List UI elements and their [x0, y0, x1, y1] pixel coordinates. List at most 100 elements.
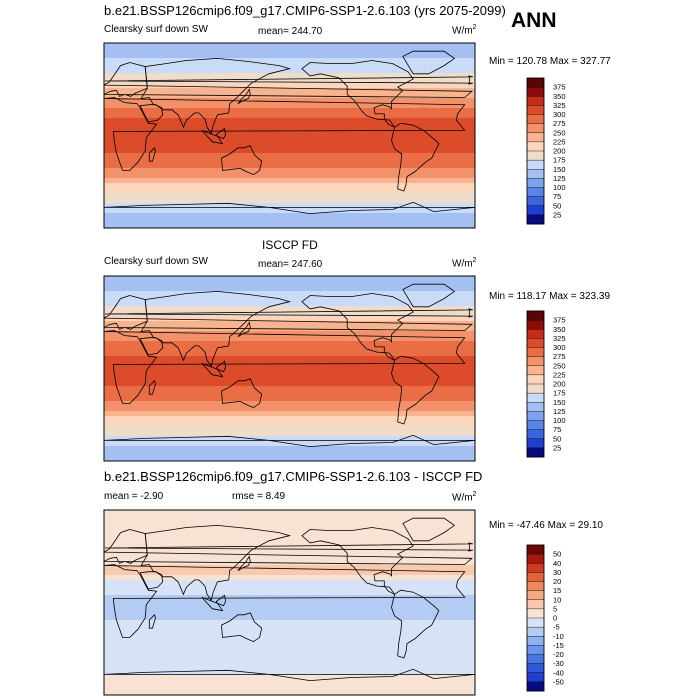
colorbar-swatch	[526, 553, 545, 564]
colorbar-swatch	[526, 672, 545, 683]
colorbar-tick-label: 375	[553, 316, 566, 325]
lat-band	[104, 406, 475, 412]
colorbar-tick-label: 175	[553, 156, 566, 165]
colorbar-tick-label: -10	[553, 632, 564, 641]
lat-band	[104, 321, 475, 327]
lat-band	[104, 660, 475, 666]
colorbar-swatch	[526, 169, 545, 179]
lat-band	[104, 401, 475, 407]
lat-band	[104, 386, 475, 392]
colorbar-swatch	[526, 319, 545, 330]
panel3-rmse: rmse = 8.49	[232, 491, 286, 502]
panel2-title: ISCCP FD	[262, 238, 318, 252]
lat-band	[104, 108, 475, 114]
coastline-8	[104, 201, 475, 215]
colorbar-tick-label: 15	[553, 586, 561, 595]
lat-band	[104, 371, 475, 377]
colorbar-tick-label: 20	[553, 577, 561, 586]
coastline-9	[237, 321, 251, 337]
coastline-5	[301, 60, 414, 128]
lat-band	[104, 645, 475, 651]
colorbar-tick-label: 50	[553, 434, 561, 443]
lat-band	[104, 168, 475, 174]
lat-band	[104, 103, 475, 109]
lat-band	[104, 83, 475, 89]
coastline-3	[139, 571, 164, 590]
lat-band	[104, 640, 475, 646]
coastline-5	[301, 527, 414, 595]
lat-band	[104, 281, 475, 287]
panel3-title: b.e21.BSSP126cmip6.f09_g17.CMIP6-SSP1-2.…	[104, 469, 483, 484]
colorbar-tick-label: 75	[553, 425, 561, 434]
colorbar-swatch	[526, 347, 545, 358]
colorbar-swatch	[526, 392, 545, 403]
lat-band	[104, 63, 475, 69]
coastline-11	[148, 380, 156, 395]
coastline-10	[104, 542, 473, 552]
lat-band	[104, 213, 475, 219]
lat-band	[104, 118, 475, 124]
colorbar-tick-label: -30	[553, 659, 564, 668]
colorbar-tick-label: 5	[553, 604, 557, 613]
map-frame	[103, 42, 476, 229]
colorbar-swatch	[526, 96, 545, 106]
lat-band	[104, 446, 475, 452]
lat-band	[104, 198, 475, 204]
colorbar-tick-label: 150	[553, 165, 566, 174]
lat-band	[104, 173, 475, 179]
colorbar-tick-label: 300	[553, 110, 566, 119]
colorbar-tick-label: 150	[553, 398, 566, 407]
coastline-0	[104, 564, 466, 638]
lat-band	[104, 431, 475, 437]
colorbar-tick-label: 25	[553, 443, 561, 452]
lat-band	[104, 680, 475, 686]
colorbar-swatch	[526, 365, 545, 376]
map-panel-2	[103, 275, 476, 462]
colorbar-tick-label: 325	[553, 334, 566, 343]
coastline-4	[221, 378, 263, 409]
lat-band	[104, 218, 475, 224]
lat-band	[104, 48, 475, 54]
colorbar-tick-label: -50	[553, 677, 564, 686]
panel1-minmax: Min = 120.78 Max = 327.77	[489, 56, 611, 67]
lat-band	[104, 183, 475, 189]
lat-band	[104, 570, 475, 576]
lat-band	[104, 316, 475, 322]
panel1-field-label: Clearsky surf down SW	[104, 24, 208, 35]
lat-band	[104, 73, 475, 79]
colorbar-tick-label: -5	[553, 623, 560, 632]
colorbar-swatch	[526, 214, 545, 225]
colorbar-swatch	[526, 563, 545, 573]
lat-band	[104, 43, 475, 49]
colorbar-tick-label: 250	[553, 361, 566, 370]
colorbar-swatch	[526, 663, 545, 674]
lat-band	[104, 223, 475, 228]
colorbar-swatch	[526, 447, 545, 458]
colorbar-swatch	[526, 356, 545, 367]
colorbar-tick-label: 100	[553, 183, 566, 192]
lat-band	[104, 153, 475, 159]
colorbar-swatch	[526, 374, 545, 385]
lat-band	[104, 188, 475, 194]
lat-band	[104, 635, 475, 641]
lat-band	[104, 53, 475, 59]
map-frame	[103, 509, 476, 696]
coastline-12	[201, 360, 227, 378]
lat-band	[104, 545, 475, 551]
coastline-9	[237, 555, 251, 571]
lat-band	[104, 451, 475, 457]
panel2-mean: mean= 247.60	[258, 259, 323, 270]
lat-band	[104, 555, 475, 561]
lat-band	[104, 336, 475, 342]
coastline-10	[104, 75, 473, 85]
colorbar-tick-label: 225	[553, 370, 566, 379]
coastline-12	[201, 594, 227, 612]
colorbar-tick-label: 200	[553, 147, 566, 156]
coastline-7	[391, 589, 440, 659]
colorbar-swatch	[526, 132, 545, 143]
colorbar-tick-label: 225	[553, 137, 566, 146]
coastline-4	[221, 612, 263, 643]
colorbar-swatch	[526, 205, 545, 216]
panel2-field-label: Clearsky surf down SW	[104, 256, 208, 267]
